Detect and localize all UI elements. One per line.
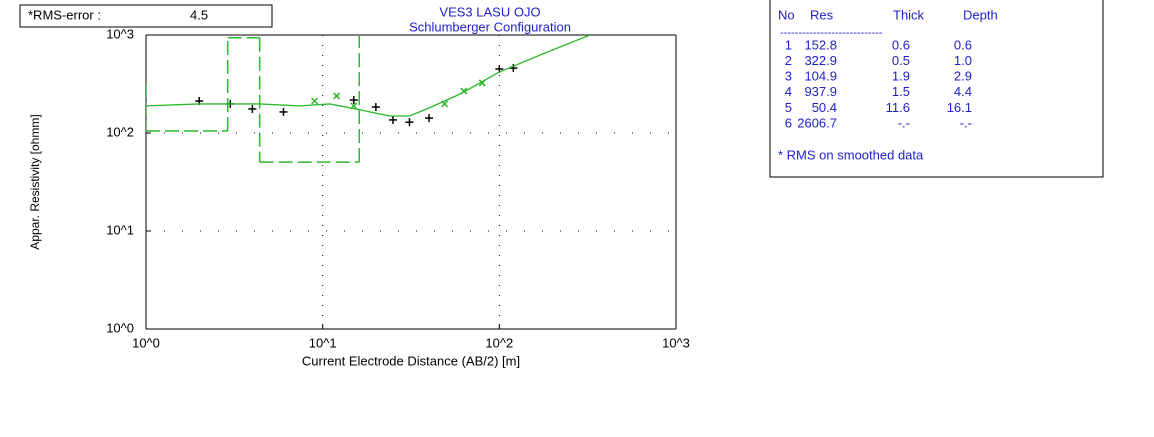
cell-no: 3 [785,69,792,84]
cell-no: 6 [785,115,792,130]
table-rule: ---------------------------- [780,27,883,39]
x-axis-label: Current Electrode Distance (AB/2) [m] [302,353,520,368]
cell-thick: 0.5 [892,53,910,68]
layer-table: No Res Thick Depth -------------------------… [778,7,998,162]
cell-thick: 1.5 [892,84,910,99]
x-tick-label: 10^3 [662,335,690,350]
observed-point [405,118,414,127]
marker-stroke [311,97,319,105]
table-header: Res [810,7,834,22]
x-tick-label: 10^1 [309,335,337,350]
x-tick-label: 10^2 [485,335,513,350]
cell-thick: -.- [898,115,910,130]
observed-point [388,115,397,124]
cell-thick: 1.9 [892,69,910,84]
cell-res: 152.8 [804,37,837,52]
marker-stroke [333,92,341,100]
cell-no: 4 [785,84,792,99]
table-header: Thick [893,7,925,22]
cell-res: 322.9 [804,53,837,68]
rms-box [19,4,273,28]
table-header: No [778,7,795,22]
cell-thick: 11.6 [886,100,910,115]
rms-label: *RMS-error : [28,7,101,22]
observed-point [248,104,257,113]
y-tick-label: 10^3 [106,26,134,41]
cell-res: 104.9 [804,69,837,84]
computed-point [311,97,319,105]
cell-depth: 16.1 [947,100,972,115]
cell-res: 2606.7 [797,115,837,130]
cell-depth: 2.9 [954,69,972,84]
cell-no: 5 [785,100,792,115]
table-header: Depth [963,7,998,22]
chart-subtitle: Schlumberger Configuration [409,19,571,34]
cell-depth: -.- [960,115,972,130]
cell-thick: 0.6 [892,37,910,52]
plot-area [146,35,591,163]
cell-no: 1 [785,37,792,52]
y-axis-label: Appar. Resistivity [ohmm] [28,114,42,249]
observed-point [349,96,358,105]
cell-depth: 1.0 [954,53,972,68]
x-tick-label: 10^0 [132,335,160,350]
cell-depth: 4.4 [954,84,972,99]
chart-title: VES3 LASU OJO [439,4,540,19]
rms-value: 4.5 [190,7,208,22]
y-tick-label: 10^2 [106,124,134,139]
marker-stroke [441,100,449,108]
observed-point [509,64,518,73]
computed-point [333,92,341,100]
model-curve [146,35,591,117]
y-tick-label: 10^0 [106,320,134,335]
observed-point [425,114,434,123]
layer-panel [769,0,1104,178]
cell-depth: 0.6 [954,37,972,52]
cell-res: 50.4 [812,100,837,115]
cell-no: 2 [785,53,792,68]
y-tick-label: 10^1 [106,222,134,237]
observed-point [371,103,380,112]
table-note: * RMS on smoothed data [778,147,924,162]
observed-point [279,107,288,116]
cell-res: 937.9 [804,84,837,99]
